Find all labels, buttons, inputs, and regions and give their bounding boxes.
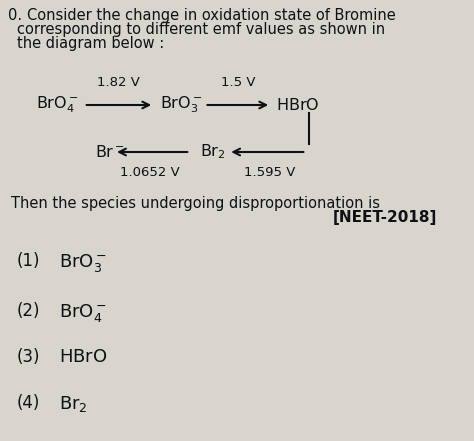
Text: $\mathregular{Br_2}$: $\mathregular{Br_2}$ [59, 394, 88, 414]
Text: Consider the change in oxidation state of Bromine: Consider the change in oxidation state o… [27, 8, 395, 23]
Text: $\mathregular{BrO_4^-}$: $\mathregular{BrO_4^-}$ [59, 302, 107, 324]
Text: 0.: 0. [8, 8, 22, 23]
Text: $\mathregular{BrO_3^-}$: $\mathregular{BrO_3^-}$ [59, 252, 107, 274]
Text: the diagram below :: the diagram below : [17, 36, 164, 51]
Text: (1): (1) [17, 252, 41, 270]
Text: $\mathregular{HBrO}$: $\mathregular{HBrO}$ [59, 348, 108, 366]
Text: 1.82 V: 1.82 V [98, 76, 140, 89]
Text: (3): (3) [17, 348, 41, 366]
Text: (4): (4) [17, 394, 40, 412]
Text: [NEET-2018]: [NEET-2018] [333, 210, 438, 225]
Text: 1.595 V: 1.595 V [245, 166, 296, 179]
Text: $\mathregular{Br^-}$: $\mathregular{Br^-}$ [95, 144, 125, 160]
Text: $\mathregular{Br_2}$: $\mathregular{Br_2}$ [200, 142, 226, 161]
Text: (2): (2) [17, 302, 41, 320]
Text: 1.5 V: 1.5 V [220, 76, 255, 89]
Text: Then the species undergoing disproportionation is: Then the species undergoing disproportio… [11, 196, 381, 211]
Text: $\mathregular{BrO_4^-}$: $\mathregular{BrO_4^-}$ [36, 95, 79, 115]
Text: 1.0652 V: 1.0652 V [120, 166, 180, 179]
Text: corresponding to different emf values as shown in: corresponding to different emf values as… [17, 22, 385, 37]
Text: $\mathregular{HBrO}$: $\mathregular{HBrO}$ [276, 97, 319, 113]
Text: $\mathregular{BrO_3^-}$: $\mathregular{BrO_3^-}$ [160, 95, 202, 115]
